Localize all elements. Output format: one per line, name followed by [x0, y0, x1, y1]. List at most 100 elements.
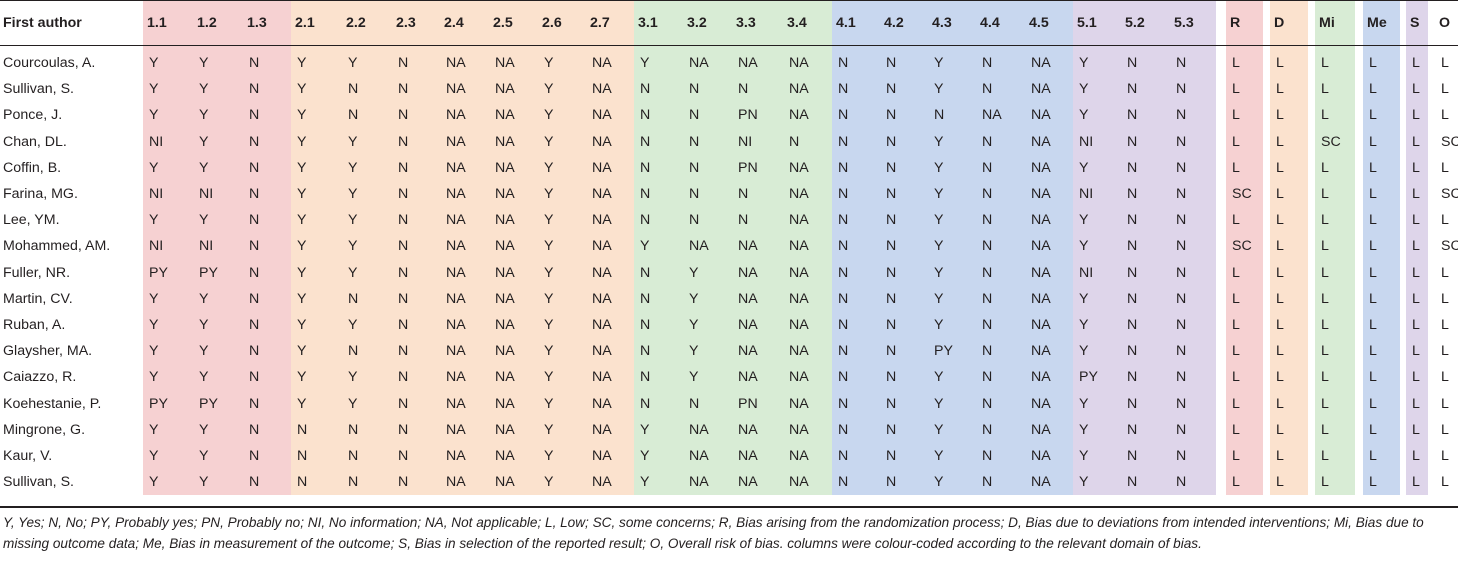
judgement-cell: NA — [586, 390, 634, 417]
column-gap — [1263, 102, 1270, 129]
judgement-cell: N — [683, 390, 732, 417]
judgement-cell: N — [1121, 469, 1170, 496]
judgement-cell: NA — [489, 338, 538, 365]
judgement-cell: N — [976, 180, 1025, 208]
judgement-cell: L — [1270, 311, 1308, 339]
judgement-cell: N — [976, 76, 1025, 103]
judgement-cell: NI — [193, 180, 243, 208]
judgement-cell: Y — [1073, 338, 1121, 365]
judgement-cell: L — [1435, 364, 1458, 391]
judgement-cell: NA — [586, 180, 634, 208]
judgement-cell: Y — [193, 311, 243, 339]
judgement-cell: N — [634, 285, 683, 312]
column-gap — [1216, 338, 1226, 365]
judgement-cell: NA — [783, 285, 832, 312]
judgement-cell: L — [1435, 207, 1458, 234]
column-gap — [1428, 416, 1435, 443]
judgement-cell: N — [732, 207, 783, 234]
judgement-cell: PN — [732, 390, 783, 417]
judgement-cell: L — [1315, 207, 1355, 234]
judgement-cell: L — [1226, 469, 1263, 496]
column-header: 1.3 — [243, 0, 291, 46]
column-gap — [1355, 76, 1363, 103]
judgement-cell: N — [1121, 311, 1170, 339]
judgement-cell: Y — [143, 207, 193, 234]
judgement-cell: L — [1315, 390, 1355, 417]
judgement-cell: L — [1406, 259, 1428, 286]
judgement-cell: N — [832, 311, 880, 339]
column-gap — [1428, 442, 1435, 469]
judgement-cell: Y — [342, 311, 392, 339]
judgement-cell: Y — [342, 390, 392, 417]
judgement-cell: N — [1121, 102, 1170, 129]
judgement-cell: L — [1406, 469, 1428, 496]
column-header-first-author: First author — [0, 0, 143, 46]
judgement-cell: N — [976, 338, 1025, 365]
judgement-cell: NA — [489, 311, 538, 339]
judgement-cell: N — [683, 207, 732, 234]
judgement-cell: Y — [538, 285, 586, 312]
judgement-cell: PN — [732, 102, 783, 129]
column-header: 2.3 — [392, 0, 440, 46]
judgement-cell: L — [1435, 338, 1458, 365]
column-gap — [1263, 442, 1270, 469]
judgement-cell: NA — [440, 233, 489, 260]
judgement-cell: N — [976, 259, 1025, 286]
risk-of-bias-table: First author 1.1 1.2 1.3 2.1 2.2 2.3 2.4 2.5 2.6… — [0, 0, 1458, 496]
judgement-cell: N — [1121, 76, 1170, 103]
judgement-cell: L — [1270, 76, 1308, 103]
column-header: 1.1 — [143, 0, 193, 46]
judgement-cell: L — [1435, 469, 1458, 496]
judgement-cell: L — [1406, 128, 1428, 155]
column-header: 3.4 — [783, 0, 832, 46]
judgement-cell: L — [1406, 442, 1428, 469]
table-row: Sullivan, S. Y Y N Y N N NA NA Y NA N N N NA N N Y N NA Y N N L… — [0, 76, 1458, 103]
first-author-cell: Glaysher, MA. — [0, 338, 143, 365]
judgement-cell: L — [1226, 390, 1263, 417]
judgement-cell: N — [832, 338, 880, 365]
table-row: Farina, MG. NI NI N Y Y N NA NA Y NA N N N NA N N Y N NA NI N… — [0, 180, 1458, 208]
judgement-cell: NA — [440, 180, 489, 208]
column-gap — [1216, 45, 1226, 77]
judgement-cell: Y — [683, 311, 732, 339]
judgement-cell: Y — [1073, 469, 1121, 496]
column-gap — [1216, 154, 1226, 181]
column-gap — [1400, 207, 1406, 234]
judgement-cell: L — [1435, 285, 1458, 312]
column-gap — [1355, 45, 1363, 77]
judgement-cell: NA — [732, 285, 783, 312]
column-gap — [1428, 76, 1435, 103]
judgement-cell: N — [880, 102, 928, 129]
judgement-cell: L — [1435, 416, 1458, 443]
judgement-cell: NA — [683, 45, 732, 77]
judgement-cell: N — [634, 259, 683, 286]
judgement-cell: L — [1363, 469, 1400, 496]
column-gap — [1216, 364, 1226, 391]
table-body: Courcoulas, A. Y Y N Y Y N NA NA Y NA Y NA NA NA N N Y N NA… — [0, 45, 1458, 496]
judgement-cell: N — [243, 416, 291, 443]
column-gap — [1355, 259, 1363, 286]
judgement-cell: Y — [538, 259, 586, 286]
column-header: R — [1226, 0, 1263, 46]
table-footnote: Y, Yes; N, No; PY, Probably yes; PN, Pro… — [3, 515, 1424, 551]
judgement-cell: Y — [538, 128, 586, 155]
column-gap — [1400, 469, 1406, 496]
judgement-cell: NA — [783, 469, 832, 496]
judgement-cell: Y — [1073, 390, 1121, 417]
column-gap — [1400, 0, 1406, 46]
column-header: Mi — [1315, 0, 1355, 46]
judgement-cell: N — [683, 102, 732, 129]
column-gap — [1216, 311, 1226, 339]
column-gap — [1308, 311, 1315, 339]
judgement-cell: Y — [193, 416, 243, 443]
column-gap — [1355, 128, 1363, 155]
judgement-cell: L — [1435, 442, 1458, 469]
judgement-cell: NA — [489, 45, 538, 77]
judgement-cell: N — [243, 180, 291, 208]
judgement-cell: NA — [783, 416, 832, 443]
column-header: 4.4 — [976, 0, 1025, 46]
judgement-cell: NA — [586, 128, 634, 155]
judgement-cell: Y — [538, 102, 586, 129]
judgement-cell: Y — [193, 338, 243, 365]
first-author-cell: Lee, YM. — [0, 207, 143, 234]
